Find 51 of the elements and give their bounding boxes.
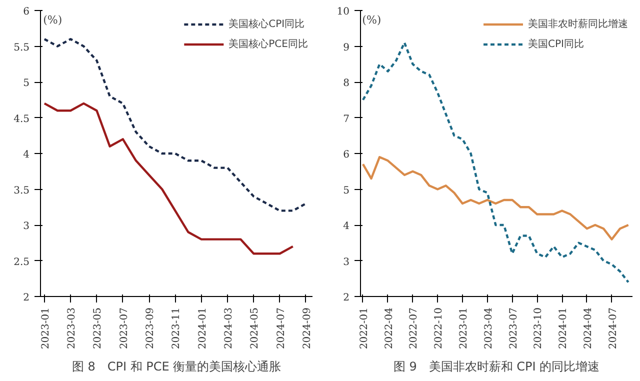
x-tick-label: 2023-01 xyxy=(40,307,52,350)
text: 图 9 美国非农时薪和 CPI 的同比增速 xyxy=(393,360,600,374)
x-tick-label: 2023-03 xyxy=(66,307,78,350)
y-tick-label: 2 xyxy=(343,292,350,304)
y-tick-label: 4.5 xyxy=(14,114,30,125)
y-tick-label: 6 xyxy=(343,150,350,160)
y-tick-label: 2.5 xyxy=(14,256,30,268)
x-tick-label: 2023-10 xyxy=(533,307,544,350)
y-axis-title: (%) xyxy=(43,14,62,26)
x-tick-label: 2023-01 xyxy=(458,307,470,350)
line-series xyxy=(43,38,308,212)
x-tick-label: 2024-01 xyxy=(558,307,570,350)
x-tick-label: 2022-01 xyxy=(358,307,370,350)
x-tick-label: 2023-05 xyxy=(92,307,104,350)
x-tick-label: 2024-03 xyxy=(224,307,234,350)
x-tick-label: 2024-05 xyxy=(250,307,261,350)
y-tick-label: 8 xyxy=(343,78,350,89)
y-tick-label: 5 xyxy=(23,78,30,89)
y-tick-label: 3 xyxy=(343,256,350,268)
x-tick-label: 2022-04 xyxy=(384,307,395,350)
y-tick-label: 7 xyxy=(343,114,350,125)
y-tick-label: 6 xyxy=(23,6,30,18)
legend-label: 美国核心CPI同比 xyxy=(228,18,305,31)
x-tick-label: 2023-04 xyxy=(483,307,494,350)
text: 图 8 CPI 和 PCE 衡量的美国核心通胀 xyxy=(72,360,282,374)
y-tick-label: 3.5 xyxy=(14,185,30,196)
y-tick-label: 9 xyxy=(343,42,350,54)
legend-label: 美国非农时薪同比增速 xyxy=(528,18,628,31)
x-tick-label: 2024-07 xyxy=(608,307,619,350)
y-tick-label: 3 xyxy=(23,221,30,232)
x-tick-label: 2023-11 xyxy=(171,307,182,350)
x-tick-label: 2023-07 xyxy=(118,307,130,350)
y-axis-title: (%) xyxy=(362,14,382,26)
y-tick-label: 5 xyxy=(343,185,350,196)
y-tick-label: 4 xyxy=(343,221,350,232)
line-series xyxy=(43,102,294,255)
x-tick-label: 2024-01 xyxy=(197,307,208,350)
y-tick-label: 5.5 xyxy=(14,42,30,54)
x-tick-label: 2024-09 xyxy=(302,307,313,350)
y-tick-label: 2 xyxy=(23,292,30,304)
x-tick-label: 2024-07 xyxy=(276,307,287,350)
x-tick-label: 2022-07 xyxy=(408,307,420,350)
x-tick-label: 2023-07 xyxy=(508,307,520,350)
y-tick-label: 4 xyxy=(23,150,30,160)
legend-label: 美国CPI同比 xyxy=(528,38,584,51)
x-tick-label: 2023-09 xyxy=(145,307,156,350)
y-tick-label: 10 xyxy=(336,6,350,18)
x-tick-label: 2022-10 xyxy=(434,307,445,350)
line-series xyxy=(362,156,630,240)
legend-label: 美国核心PCE同比 xyxy=(228,38,308,51)
x-tick-label: 2024-04 xyxy=(582,307,594,350)
